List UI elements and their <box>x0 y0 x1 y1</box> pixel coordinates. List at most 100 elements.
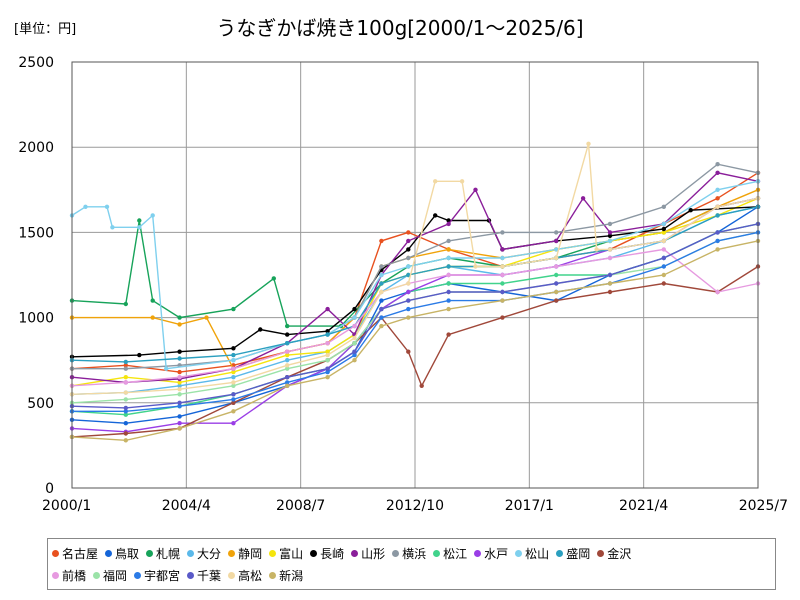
legend-swatch <box>597 549 605 557</box>
data-point <box>123 363 128 368</box>
data-point <box>379 323 384 329</box>
data-point <box>446 332 451 337</box>
legend-item: 福岡 <box>93 567 127 584</box>
data-point <box>446 272 451 278</box>
legend-swatch <box>556 549 564 557</box>
data-point <box>352 349 357 354</box>
data-point <box>406 306 411 312</box>
legend-label: 長崎 <box>320 546 345 561</box>
data-point <box>352 341 357 346</box>
legend-label: 高松 <box>238 568 263 583</box>
data-point <box>379 306 384 312</box>
data-point <box>123 438 128 443</box>
data-point <box>123 431 128 436</box>
legend-swatch <box>187 571 195 579</box>
plot-frame <box>71 61 759 489</box>
legend-swatch <box>228 571 236 579</box>
data-point <box>177 426 182 431</box>
x-tick-label: 2021/4 <box>619 498 668 514</box>
data-point <box>231 358 236 363</box>
data-point <box>231 352 236 358</box>
data-point <box>325 349 330 354</box>
data-point <box>715 230 720 235</box>
chart-title: うなぎかば焼き100g[2000/1～2025/6] <box>216 16 584 40</box>
legend-swatch <box>310 549 318 557</box>
data-point <box>325 369 330 375</box>
data-point <box>104 204 110 209</box>
data-point <box>177 383 182 388</box>
data-point <box>433 179 438 184</box>
data-point <box>406 289 411 295</box>
data-point <box>607 221 613 227</box>
data-point <box>150 298 155 303</box>
legend-label: 札幌 <box>156 546 181 561</box>
data-point <box>123 412 128 417</box>
data-point <box>554 255 559 261</box>
data-point <box>661 226 666 232</box>
data-point <box>258 327 263 332</box>
data-point <box>352 358 357 363</box>
data-point <box>661 281 666 286</box>
data-point <box>715 247 720 252</box>
x-tick-label: 2004/4 <box>162 498 211 514</box>
data-point <box>715 187 720 192</box>
data-point <box>285 366 290 371</box>
legend-swatch <box>134 571 142 579</box>
data-point <box>177 387 182 392</box>
data-point <box>231 375 236 380</box>
data-point <box>500 247 505 252</box>
legend-label: 宇都宮 <box>144 568 181 583</box>
data-point <box>123 409 128 414</box>
data-point <box>325 306 330 312</box>
data-point <box>231 421 236 426</box>
data-point <box>473 264 478 269</box>
legend-item: 金沢 <box>597 545 631 562</box>
data-point <box>123 405 128 411</box>
data-point <box>406 298 411 303</box>
legend-label: 松江 <box>443 546 468 561</box>
y-tick-label: 2000 <box>18 140 54 156</box>
data-point <box>285 349 290 354</box>
data-point <box>150 315 155 320</box>
series-group <box>69 141 761 443</box>
data-point <box>177 380 182 385</box>
legend-item: 水戸 <box>474 545 508 562</box>
x-tick-label: 2008/7 <box>276 498 325 514</box>
data-point <box>150 213 155 218</box>
data-point <box>123 375 128 380</box>
data-point <box>580 196 586 201</box>
data-point <box>379 238 384 244</box>
legend-label: 水戸 <box>484 546 509 561</box>
data-point <box>661 230 666 235</box>
series-line <box>71 206 759 395</box>
data-point <box>177 315 182 320</box>
data-point <box>325 366 330 371</box>
data-point <box>446 221 451 227</box>
data-point <box>285 352 290 358</box>
data-point <box>446 298 451 303</box>
data-point <box>446 247 451 252</box>
data-point <box>285 363 290 368</box>
data-point <box>607 272 613 278</box>
legend-swatch <box>351 549 359 557</box>
series-line <box>72 231 759 412</box>
data-point <box>137 218 142 223</box>
data-point <box>325 329 330 334</box>
data-point <box>554 264 559 269</box>
data-point <box>325 332 330 337</box>
legend-row: 前橋 福岡 宇都宮 千葉 高松 新潟 <box>48 564 775 586</box>
data-point <box>419 383 424 388</box>
data-point <box>500 272 505 278</box>
data-point <box>271 276 276 281</box>
data-point <box>177 404 182 409</box>
y-tick-label: 1000 <box>18 311 54 327</box>
x-tick-label: 2017/1 <box>505 498 554 514</box>
data-point <box>500 289 505 295</box>
data-point <box>459 179 465 184</box>
legend: 名古屋 鳥取 札幌 大分 静岡 富山 長崎 山形 横浜 松江 水戸 松山 盛岡 金沢 前橋 福岡 宇都宮 千葉 高… <box>47 538 776 590</box>
data-point <box>379 281 384 286</box>
data-point <box>473 187 478 192</box>
data-point <box>379 315 384 320</box>
data-point <box>177 421 182 426</box>
data-point <box>123 301 128 307</box>
